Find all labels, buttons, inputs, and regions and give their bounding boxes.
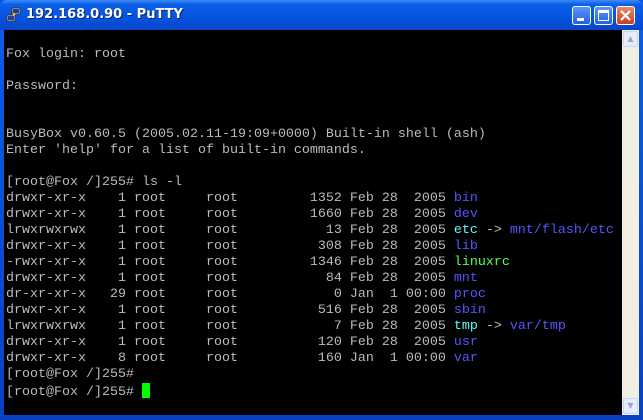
- scroll-up-arrow-icon[interactable]: ▲: [623, 31, 638, 47]
- terminal-text: [root@Fox /]255#: [6, 385, 142, 400]
- minimize-icon: [577, 18, 584, 21]
- terminal-line: Password:: [6, 79, 614, 95]
- minimize-button[interactable]: [572, 6, 591, 25]
- terminal[interactable]: Fox login: root Password: BusyBox v0.60.5 …: [4, 30, 622, 415]
- terminal-line: [root@Fox /]255# ls -l: [6, 175, 614, 191]
- file-name-dir: proc: [453, 287, 486, 302]
- terminal-output: Fox login: root Password: BusyBox v0.60.5 …: [6, 31, 614, 400]
- terminal-line: BusyBox v0.60.5 (2005.02.11-19:09+0000) …: [6, 127, 614, 143]
- terminal-text: drwxr-xr-x 1 root root 120 Feb 28 2005: [6, 335, 454, 350]
- terminal-text: [root@Fox /]255# ls -l: [6, 175, 182, 190]
- maximize-icon: [598, 10, 609, 21]
- putty-icon[interactable]: [6, 7, 22, 23]
- terminal-text: BusyBox v0.60.5 (2005.02.11-19:09+0000) …: [6, 127, 486, 142]
- vertical-scrollbar[interactable]: ▲ ▼: [622, 30, 639, 415]
- file-name-link: tmp: [453, 319, 478, 334]
- title-bar[interactable]: 192.168.0.90 - PuTTY: [0, 0, 643, 30]
- close-button[interactable]: [616, 6, 635, 25]
- terminal-line: -rwxr-xr-x 1 root root 1346 Feb 28 2005 …: [6, 255, 614, 271]
- terminal-text: lrwxrwxrwx 1 root root 13 Feb 28 2005: [6, 223, 454, 238]
- terminal-text: drwxr-xr-x 8 root root 160 Jan 1 00:00: [6, 351, 454, 366]
- window-title: 192.168.0.90 - PuTTY: [26, 7, 183, 22]
- file-name-dir: dev: [453, 207, 478, 222]
- terminal-line: drwxr-xr-x 1 root root 308 Feb 28 2005 l…: [6, 239, 614, 255]
- file-name-dir: sbin: [453, 303, 486, 318]
- terminal-line: [6, 31, 614, 47]
- file-name-link: etc: [453, 223, 478, 238]
- terminal-line: drwxr-xr-x 1 root root 120 Feb 28 2005 u…: [6, 335, 614, 351]
- terminal-line: [6, 111, 614, 127]
- file-name-dir: var: [453, 351, 478, 366]
- terminal-line: drwxr-xr-x 1 root root 1660 Feb 28 2005 …: [6, 207, 614, 223]
- file-name-dir: var/tmp: [509, 319, 566, 334]
- terminal-text: drwxr-xr-x 1 root root 308 Feb 28 2005: [6, 239, 454, 254]
- file-name-dir: bin: [453, 191, 478, 206]
- terminal-text: ->: [477, 319, 510, 334]
- terminal-line: drwxr-xr-x 1 root root 84 Feb 28 2005 mn…: [6, 271, 614, 287]
- terminal-line: [6, 63, 614, 79]
- terminal-text: Enter 'help' for a list of built-in comm…: [6, 143, 366, 158]
- terminal-text: -rwxr-xr-x 1 root root 1346 Feb 28 2005: [6, 255, 454, 270]
- scroll-down-arrow-icon[interactable]: ▼: [623, 398, 638, 414]
- terminal-line: [6, 159, 614, 175]
- terminal-line: drwxr-xr-x 1 root root 516 Feb 28 2005 s…: [6, 303, 614, 319]
- file-name-dir: lib: [453, 239, 478, 254]
- terminal-line: Fox login: root: [6, 47, 614, 63]
- terminal-line: [root@Fox /]255#: [6, 367, 614, 383]
- file-name-dir: mnt/flash/etc: [509, 223, 614, 238]
- terminal-line: lrwxrwxrwx 1 root root 13 Feb 28 2005 et…: [6, 223, 614, 239]
- file-name-exec: linuxrc: [453, 255, 510, 270]
- file-name-dir: usr: [453, 335, 478, 350]
- terminal-cursor: [141, 383, 150, 398]
- terminal-text: [root@Fox /]255#: [6, 367, 134, 382]
- terminal-text: lrwxrwxrwx 1 root root 7 Feb 28 2005: [6, 319, 454, 334]
- maximize-button[interactable]: [594, 6, 613, 25]
- terminal-line: drwxr-xr-x 8 root root 160 Jan 1 00:00 v…: [6, 351, 614, 367]
- terminal-text: Fox login: root: [6, 47, 126, 62]
- terminal-text: drwxr-xr-x 1 root root 1352 Feb 28 2005: [6, 191, 454, 206]
- file-name-dir: mnt: [453, 271, 478, 286]
- terminal-line: Enter 'help' for a list of built-in comm…: [6, 143, 614, 159]
- terminal-text: ->: [477, 223, 510, 238]
- terminal-line: dr-xr-xr-x 29 root root 0 Jan 1 00:00 pr…: [6, 287, 614, 303]
- terminal-text: drwxr-xr-x 1 root root 516 Feb 28 2005: [6, 303, 454, 318]
- close-icon: [620, 10, 631, 21]
- terminal-line: [root@Fox /]255#: [6, 383, 614, 400]
- terminal-text: drwxr-xr-x 1 root root 1660 Feb 28 2005: [6, 207, 454, 222]
- terminal-line: drwxr-xr-x 1 root root 1352 Feb 28 2005 …: [6, 191, 614, 207]
- terminal-line: lrwxrwxrwx 1 root root 7 Feb 28 2005 tmp…: [6, 319, 614, 335]
- terminal-line: [6, 95, 614, 111]
- terminal-text: Password:: [6, 79, 78, 94]
- terminal-text: dr-xr-xr-x 29 root root 0 Jan 1 00:00: [6, 287, 454, 302]
- terminal-text: drwxr-xr-x 1 root root 84 Feb 28 2005: [6, 271, 454, 286]
